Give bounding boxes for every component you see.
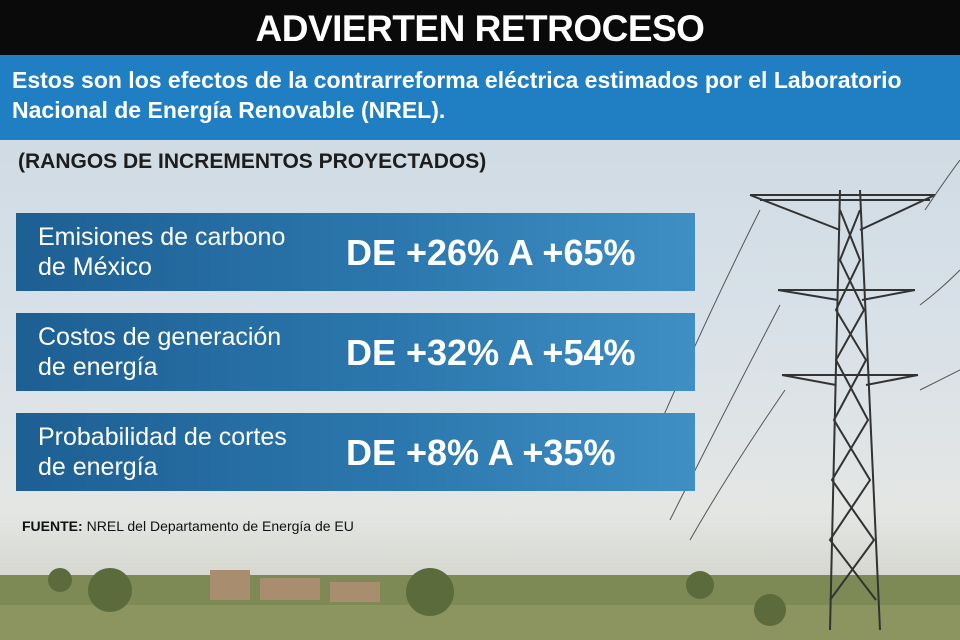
row-label: Emisiones de carbono de México — [38, 223, 286, 281]
trees — [48, 568, 786, 626]
row: Costos de generación de energía DE +32% … — [16, 313, 695, 391]
section-title: (RANGOS DE INCREMENTOS PROYECTADOS) — [18, 150, 487, 173]
row-range: DE +32% A +54% — [346, 332, 636, 373]
header-title: ADVIERTEN RETROCESO — [0, 0, 960, 55]
wires — [639, 159, 960, 541]
source: FUENTE: NREL del Departamento de Energía … — [22, 518, 354, 534]
subtitle: Estos son los efectos de la contrarrefor… — [0, 55, 960, 140]
source-label: FUENTE: — [22, 518, 83, 534]
row-label: Probabilidad de cortes de energía — [38, 423, 287, 481]
tower — [749, 189, 936, 631]
field — [0, 605, 960, 640]
source-text: NREL del Departamento de Energía de EU — [86, 518, 354, 534]
row-range: DE +26% A +65% — [346, 232, 636, 273]
row: Probabilidad de cortes de energía DE +8%… — [16, 413, 695, 491]
row-label: Costos de generación de energía — [38, 323, 282, 381]
row-range: DE +8% A +35% — [346, 432, 616, 473]
houses — [210, 570, 380, 602]
row: Emisiones de carbono de México DE +26% A… — [16, 213, 695, 291]
